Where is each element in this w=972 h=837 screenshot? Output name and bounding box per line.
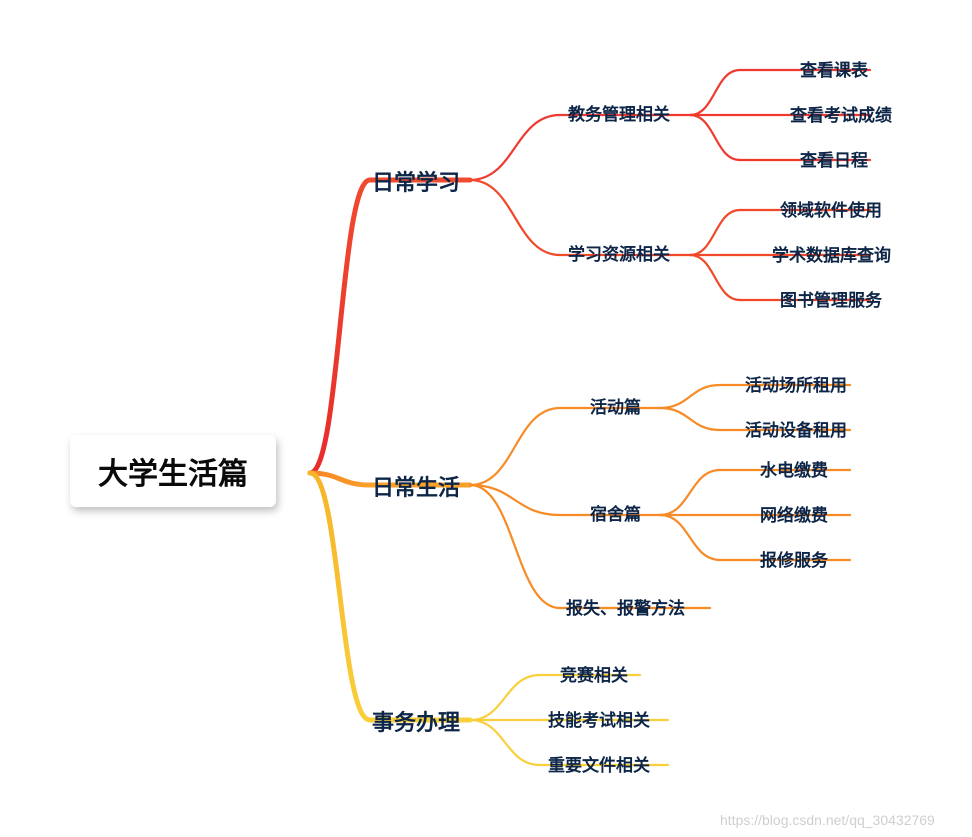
mindmap-node: 日常生活	[372, 470, 460, 502]
root-node: 大学生活篇	[70, 435, 276, 507]
mindmap-node: 活动设备租用	[745, 416, 847, 441]
mindmap-node: 查看日程	[800, 146, 868, 171]
watermark-text: https://blog.csdn.net/qq_30432769	[720, 812, 935, 828]
mindmap-node: 日常学习	[372, 165, 460, 197]
mindmap-node: 学术数据库查询	[772, 241, 891, 266]
mindmap-node: 竞赛相关	[560, 661, 628, 686]
mindmap-node: 网络缴费	[760, 501, 828, 526]
mindmap-node: 查看考试成绩	[790, 101, 892, 126]
mindmap-node: 图书管理服务	[780, 286, 882, 311]
mindmap-node: 报失、报警方法	[566, 594, 685, 619]
mindmap-node: 事务办理	[372, 705, 460, 737]
mindmap-node: 活动篇	[590, 393, 641, 418]
mindmap-node: 查看课表	[800, 56, 868, 81]
mindmap-node: 技能考试相关	[548, 706, 650, 731]
mindmap-node: 学习资源相关	[568, 240, 670, 265]
mindmap-node: 报修服务	[760, 546, 828, 571]
mindmap-node: 活动场所租用	[745, 371, 847, 396]
mindmap-node: 水电缴费	[760, 456, 828, 481]
mindmap-node: 宿舍篇	[590, 500, 641, 525]
mindmap-node: 教务管理相关	[568, 100, 670, 125]
root-label: 大学生活篇	[98, 458, 248, 491]
mindmap-node: 领域软件使用	[780, 196, 882, 221]
mindmap-node: 重要文件相关	[548, 751, 650, 776]
watermark: https://blog.csdn.net/qq_30432769	[720, 812, 935, 828]
